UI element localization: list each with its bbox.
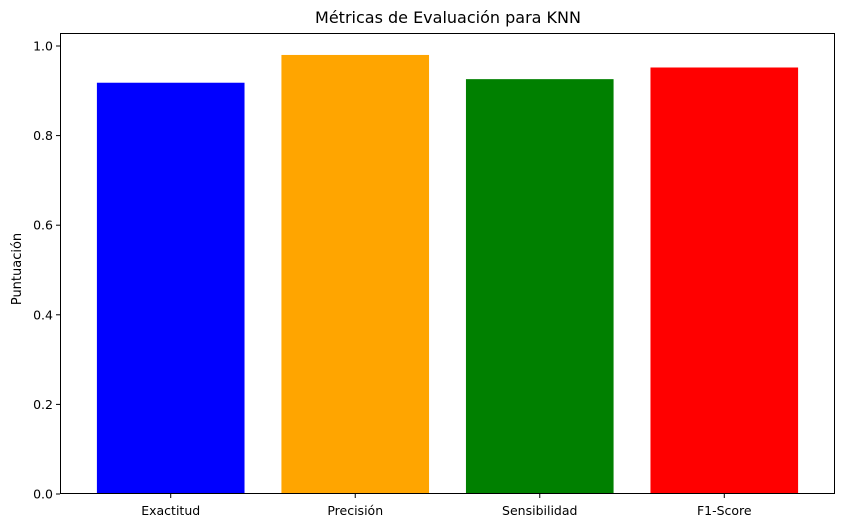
plot-frame <box>60 33 835 494</box>
y-axis-ticks: 0.0 0.2 0.4 0.6 0.8 1.0 <box>33 38 60 502</box>
bar-sensibilidad <box>465 79 614 494</box>
y-axis-label: Puntuación <box>10 233 25 305</box>
y-tick-label: 0.2 <box>33 397 53 412</box>
bar-f1-score <box>650 67 799 495</box>
y-tick-label: 0.8 <box>33 128 53 143</box>
x-tick-label: F1-Score <box>697 503 752 518</box>
chart-title: Métricas de Evaluación para KNN <box>315 8 581 27</box>
bar-precisi-n <box>281 54 430 494</box>
y-tick-label: 0.6 <box>33 218 53 233</box>
x-axis-ticks: Exactitud Precisión Sensibilidad F1-Score <box>141 494 752 518</box>
x-tick-label: Exactitud <box>141 503 200 518</box>
bar-exactitud <box>96 82 245 494</box>
y-tick-label: 1.0 <box>33 38 53 53</box>
y-tick-label: 0.0 <box>33 487 53 502</box>
y-tick-label: 0.4 <box>33 307 53 322</box>
x-tick-label: Precisión <box>327 503 383 518</box>
bars-layer <box>96 54 799 495</box>
x-tick-label: Sensibilidad <box>502 503 577 518</box>
